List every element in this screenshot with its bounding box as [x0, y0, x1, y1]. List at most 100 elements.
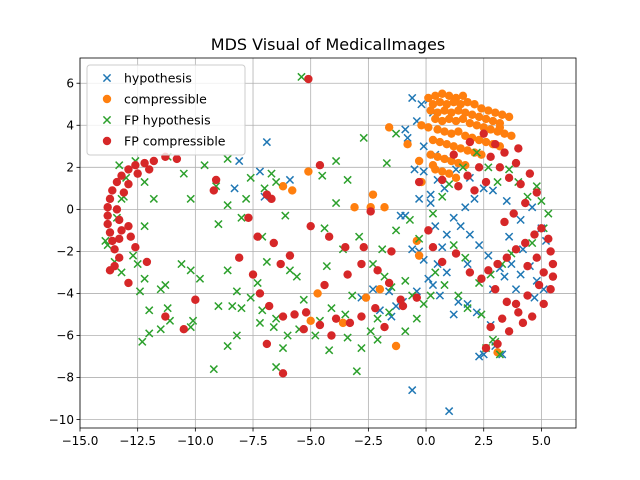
fp-hypothesis-point: [241, 194, 251, 203]
fp-compressible-point: [269, 238, 278, 248]
fp-hypothesis-point: [195, 274, 205, 283]
marker-stroke: [516, 270, 525, 279]
fp-compressible-point: [380, 322, 389, 332]
hypothesis-point: [419, 142, 428, 151]
y-tick-label: −10: [49, 413, 74, 427]
marker-stroke: [278, 343, 288, 353]
fp-hypothesis-point: [495, 350, 505, 359]
fp-compressible-point: [548, 272, 558, 281]
hypothesis-point: [255, 167, 265, 176]
marker-stroke: [331, 156, 341, 166]
marker-stroke: [271, 362, 281, 372]
marker-stroke: [495, 264, 505, 273]
compressible-point: [495, 123, 505, 132]
marker-stroke: [223, 201, 232, 210]
fp-hypothesis-point: [343, 333, 352, 342]
marker-stroke: [195, 274, 205, 283]
fp-hypothesis-point: [461, 253, 470, 262]
marker-stroke: [507, 259, 516, 269]
fp-hypothesis-point: [140, 177, 149, 187]
marker-stroke: [403, 133, 412, 143]
fp-hypothesis-point: [382, 158, 391, 168]
y-tick-label: 4: [66, 118, 74, 132]
hypothesis-point: [463, 259, 472, 269]
fp-compressible-point: [546, 285, 555, 294]
fp-hypothesis-point: [246, 173, 255, 182]
fp-compressible-point: [262, 190, 272, 199]
hypothesis-point: [474, 352, 484, 361]
hypothesis-point: [285, 175, 295, 185]
marker-stroke: [511, 285, 521, 294]
fp-compressible-point: [142, 257, 152, 267]
marker-stroke: [470, 194, 479, 203]
fp-compressible-point: [124, 278, 133, 288]
fp-hypothesis-point: [140, 274, 149, 283]
fp-hypothesis-point: [438, 192, 447, 201]
compressible-point: [488, 116, 498, 126]
marker-stroke: [419, 167, 428, 176]
fp-hypothesis-point: [149, 194, 158, 203]
compressible-point: [424, 123, 433, 132]
marker-stroke: [417, 100, 426, 109]
legend-label-fp-hypothesis: FP hypothesis: [124, 113, 211, 128]
marker-stroke: [149, 194, 158, 203]
fp-hypothesis-point: [292, 272, 301, 281]
y-tick-label: −6: [56, 329, 74, 343]
fp-hypothesis-point: [223, 341, 232, 351]
marker-stroke: [391, 301, 401, 311]
legend-label-compressible: compressible: [124, 92, 207, 107]
hypothesis-point: [470, 194, 479, 203]
marker-stroke: [138, 337, 147, 346]
marker-stroke: [133, 259, 142, 269]
hypothesis-point: [516, 215, 525, 225]
hypothesis-point: [516, 270, 525, 279]
compressible-point: [491, 108, 500, 117]
marker-stroke: [449, 213, 458, 222]
fp-compressible-point: [463, 171, 472, 180]
fp-compressible-point: [172, 154, 182, 164]
fp-hypothesis-point: [271, 177, 281, 187]
marker-stroke: [101, 236, 110, 246]
hypothesis-point: [500, 272, 509, 281]
fp-compressible-point: [115, 253, 124, 262]
compressible-point: [424, 93, 433, 103]
fp-hypothesis-point: [177, 259, 186, 269]
fp-compressible-point: [341, 243, 350, 252]
axes-frame: [79, 57, 577, 429]
hypothesis-point: [456, 222, 465, 231]
marker-stroke: [327, 304, 336, 313]
compressible-point: [447, 108, 456, 117]
fp-compressible-point: [546, 247, 555, 256]
fp-compressible-point: [179, 324, 189, 334]
fp-hypothesis-point: [281, 211, 290, 220]
compressible-point: [384, 123, 394, 132]
marker-stroke: [200, 161, 209, 170]
fp-compressible-point: [131, 161, 140, 170]
marker-stroke: [516, 215, 525, 225]
compressible-point: [428, 161, 438, 170]
fp-compressible-point: [133, 169, 142, 178]
fp-hypothesis-point: [214, 219, 223, 229]
fp-compressible-point: [324, 232, 334, 241]
fp-hypothesis-point: [366, 327, 375, 336]
compressible-point: [426, 150, 435, 159]
fp-hypothesis-point: [458, 163, 468, 172]
marker-stroke: [281, 211, 290, 220]
fp-compressible-point: [110, 245, 119, 254]
marker-stroke: [495, 350, 505, 359]
fp-hypothesis-point: [357, 343, 366, 353]
hypothesis-point: [504, 232, 514, 241]
fp-hypothesis-point: [223, 266, 232, 275]
compressible-point: [458, 114, 468, 124]
marker-stroke: [456, 222, 465, 231]
compressible-point: [440, 127, 449, 136]
marker-stroke: [408, 93, 417, 103]
marker-stroke: [382, 158, 391, 168]
fp-compressible-point: [327, 331, 336, 340]
x-tick-label: 0.0: [416, 434, 435, 448]
compressible-point: [477, 104, 486, 113]
marker-stroke: [442, 268, 451, 277]
fp-hypothesis-point: [271, 362, 281, 372]
marker-stroke: [258, 306, 267, 315]
fp-compressible-point: [290, 310, 299, 319]
